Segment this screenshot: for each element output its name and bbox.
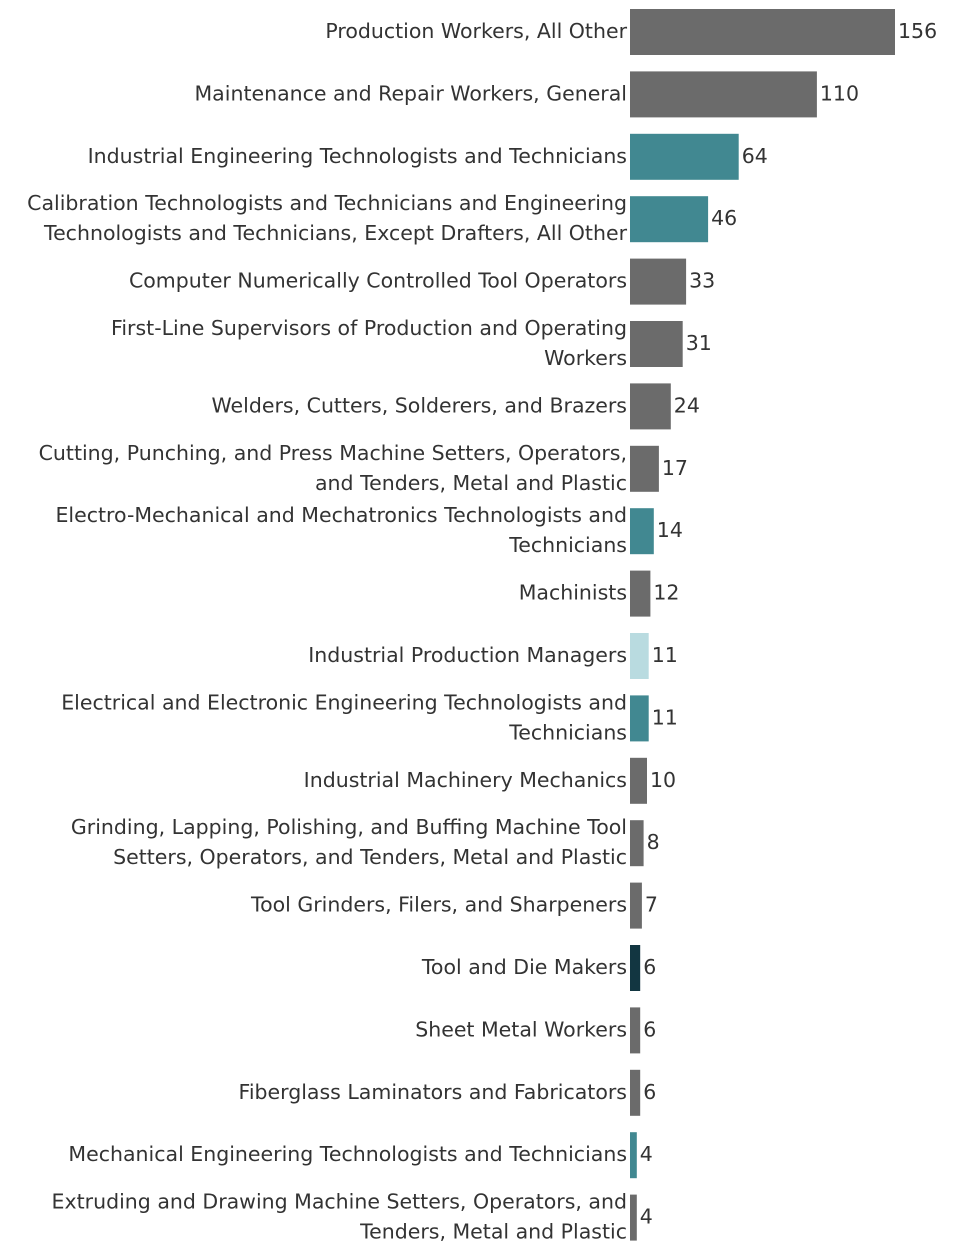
category-label: Tool and Die Makers <box>421 955 627 979</box>
value-label: 156 <box>898 19 937 43</box>
category-label: Workers <box>544 346 627 370</box>
category-label: Cutting, Punching, and Press Machine Set… <box>39 441 627 465</box>
category-label: Industrial Engineering Technologists and… <box>88 144 627 168</box>
category-label: Electrical and Electronic Engineering Te… <box>61 690 627 714</box>
bar <box>630 757 647 804</box>
value-label: 4 <box>640 1142 653 1166</box>
bar <box>630 1194 637 1241</box>
value-label: 110 <box>820 81 859 105</box>
category-label: Machinists <box>519 581 627 605</box>
bar <box>630 445 659 492</box>
category-label: Tenders, Metal and Plastic <box>359 1220 627 1244</box>
value-label: 33 <box>689 269 715 293</box>
bar <box>630 695 649 742</box>
value-label: 6 <box>643 955 656 979</box>
bar <box>630 1132 637 1179</box>
category-label: and Tenders, Metal and Plastic <box>315 471 627 495</box>
category-label: Welders, Cutters, Solderers, and Brazers <box>211 393 627 417</box>
category-label: Tool Grinders, Filers, and Sharpeners <box>250 893 627 917</box>
value-label: 64 <box>742 144 768 168</box>
category-label: Calibration Technologists and Technician… <box>27 191 627 215</box>
category-label: Technicians <box>508 720 627 744</box>
bar <box>630 1069 641 1116</box>
category-label: Computer Numerically Controlled Tool Ope… <box>129 269 627 293</box>
value-label: 46 <box>711 206 737 230</box>
category-label: Industrial Production Managers <box>308 643 627 667</box>
category-label: Electro-Mechanical and Mechatronics Tech… <box>55 503 627 527</box>
value-label: 7 <box>645 893 658 917</box>
category-label: Fiberglass Laminators and Fabricators <box>239 1080 627 1104</box>
bar <box>630 196 709 243</box>
bar <box>630 258 687 305</box>
value-label: 8 <box>647 830 660 854</box>
category-label: Maintenance and Repair Workers, General <box>195 81 628 105</box>
category-label: Grinding, Lapping, Polishing, and Buffin… <box>71 815 627 839</box>
category-label: Production Workers, All Other <box>325 19 627 43</box>
value-label: 6 <box>643 1080 656 1104</box>
value-label: 4 <box>640 1205 653 1229</box>
category-label: Technologists and Technicians, Except Dr… <box>43 221 628 245</box>
bar <box>630 133 739 180</box>
bar <box>630 9 895 55</box>
bar <box>630 570 651 617</box>
category-label: Extruding and Drawing Machine Setters, O… <box>52 1190 627 1214</box>
value-label: 24 <box>674 393 700 417</box>
category-label: Mechanical Engineering Technologists and… <box>68 1142 627 1166</box>
value-label: 14 <box>657 518 683 542</box>
value-label: 11 <box>652 705 678 729</box>
bar <box>630 1007 641 1054</box>
category-label: Sheet Metal Workers <box>415 1017 627 1041</box>
bar <box>630 633 649 679</box>
bar <box>630 321 683 367</box>
bar <box>630 945 641 991</box>
value-label: 6 <box>643 1017 656 1041</box>
bar <box>630 71 817 118</box>
category-label: Technicians <box>508 533 627 557</box>
value-label: 17 <box>662 456 688 480</box>
category-label: Setters, Operators, and Tenders, Metal a… <box>113 845 627 869</box>
bar <box>630 820 644 867</box>
category-label: First-Line Supervisors of Production and… <box>111 316 627 340</box>
value-label: 10 <box>650 768 676 792</box>
bar <box>630 882 642 929</box>
value-label: 11 <box>652 643 678 667</box>
bar <box>630 383 671 430</box>
value-label: 12 <box>653 581 679 605</box>
bar <box>630 508 654 555</box>
value-label: 31 <box>686 331 712 355</box>
category-label: Industrial Machinery Mechanics <box>304 768 627 792</box>
